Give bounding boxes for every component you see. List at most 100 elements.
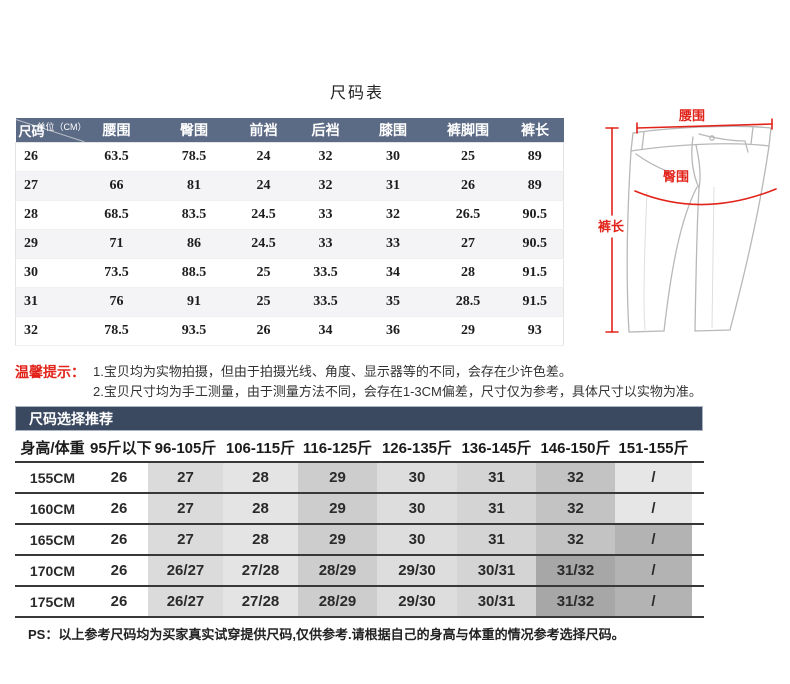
cell: 90.5 xyxy=(506,200,564,230)
cell: 86 xyxy=(155,229,233,259)
cell: 32 xyxy=(15,316,78,346)
column-header-weight-6: 136-145斤 xyxy=(461,439,532,457)
cell: 28 xyxy=(223,492,298,524)
cell: 32 xyxy=(536,523,615,555)
column-header-weight-7: 146-150斤 xyxy=(540,439,611,457)
column-header-weight-1: 95斤以下 xyxy=(90,439,152,457)
cell: 78.5 xyxy=(155,142,233,172)
cell: 26 xyxy=(429,171,507,201)
pants-diagram-icon: 腰围 臀围 裤长 xyxy=(597,108,777,333)
column-header-height-weight: 身高/体重 xyxy=(20,439,85,457)
cell: 24.5 xyxy=(232,200,295,230)
cell: 36 xyxy=(356,316,430,346)
cell: 26 xyxy=(15,142,78,172)
recommend-header-row: 身高/体重 95斤以下 96-105斤 106-115斤 116-125斤 12… xyxy=(15,433,704,462)
recommend-row-170: 170CM 26 26/27 27/28 28/29 29/30 30/31 3… xyxy=(15,554,704,586)
cell: 26/27 xyxy=(148,554,223,586)
cell: 27/28 xyxy=(223,554,298,586)
column-header-knee: 膝围 xyxy=(356,118,430,143)
cell: / xyxy=(615,554,692,586)
cell: 29 xyxy=(429,316,507,346)
cell: 29 xyxy=(298,461,377,493)
cell: 90.5 xyxy=(506,229,564,259)
cell: 93.5 xyxy=(155,316,233,346)
recommend-row-165: 165CM 26 27 28 29 30 31 32 / xyxy=(15,523,704,555)
cell: 33.5 xyxy=(294,258,357,288)
cell: 76 xyxy=(77,287,156,317)
cell: 30/31 xyxy=(457,554,536,586)
column-header-weight-8: 151-155斤 xyxy=(618,439,689,457)
table-row: 28 68.5 83.5 24.5 33 32 26.5 90.5 xyxy=(15,200,564,230)
column-header-back-rise: 后裆 xyxy=(294,118,357,143)
cell: 26 xyxy=(90,523,148,555)
waist-measure-label: 腰围 xyxy=(678,108,705,123)
cell: 27 xyxy=(148,523,223,555)
cell: 28 xyxy=(223,461,298,493)
cell: 29/30 xyxy=(377,554,457,586)
cell: 73.5 xyxy=(77,258,156,288)
cell: 160CM xyxy=(15,492,90,524)
cell: 32 xyxy=(294,142,357,172)
cell: 25 xyxy=(429,142,507,172)
cell: 31/32 xyxy=(536,554,615,586)
column-header-weight-5: 126-135斤 xyxy=(381,439,453,457)
cell: 31 xyxy=(457,461,536,493)
cell: 31 xyxy=(457,492,536,524)
cell: 28 xyxy=(15,200,78,230)
column-header-waist: 腰围 xyxy=(77,118,156,143)
cell: 88.5 xyxy=(155,258,233,288)
column-header-length: 裤长 xyxy=(506,118,564,143)
cell: / xyxy=(615,523,692,555)
table-row: 27 66 81 24 32 31 26 89 xyxy=(15,171,564,201)
cell: 31 xyxy=(356,171,430,201)
cell: 165CM xyxy=(15,523,90,555)
cell: / xyxy=(615,585,692,618)
cell: 26 xyxy=(90,585,148,618)
cell: 31 xyxy=(457,523,536,555)
cell: 26 xyxy=(90,461,148,493)
cell: 29 xyxy=(15,229,78,259)
cell: 30 xyxy=(356,142,430,172)
table-header-row: 单位（CM） 尺码 腰围 臀围 前裆 后裆 膝围 裤脚围 裤长 xyxy=(15,118,564,143)
cell: 83.5 xyxy=(155,200,233,230)
corner-header-cell: 单位（CM） 尺码 xyxy=(15,118,87,143)
cell: 27 xyxy=(15,171,78,201)
cell: 27 xyxy=(148,461,223,493)
cell: 33 xyxy=(294,229,357,259)
cell: 91.5 xyxy=(506,258,564,288)
cell: 81 xyxy=(155,171,233,201)
cell: 63.5 xyxy=(77,142,156,172)
cell: 24.5 xyxy=(232,229,295,259)
cell: 32 xyxy=(536,492,615,524)
column-header-hip: 臀围 xyxy=(155,118,233,143)
cell: 170CM xyxy=(15,554,90,586)
table-row: 32 78.5 93.5 26 34 36 29 93 xyxy=(15,316,564,346)
cell: 34 xyxy=(356,258,430,288)
cell: 25 xyxy=(232,287,295,317)
cell: 28.5 xyxy=(429,287,507,317)
cell: 26/27 xyxy=(148,585,223,618)
cell: 89 xyxy=(506,171,564,201)
warm-tips: 温馨提示： 1.宝贝均为实物拍摄，但由于拍摄光线、角度、显示器等的不同，会存在少… xyxy=(15,362,702,402)
warm-tips-line2: 2.宝贝尺寸均为手工测量，由于测量方法不同，会存在1-3CM偏差，尺寸仅为参考，… xyxy=(93,384,702,399)
table-row: 31 76 91 25 33.5 35 28.5 91.5 xyxy=(15,287,564,317)
cell: 68.5 xyxy=(77,200,156,230)
cell: 26.5 xyxy=(429,200,507,230)
cell: 26 xyxy=(90,492,148,524)
column-header-weight-4: 116-125斤 xyxy=(302,439,373,457)
cell: 32 xyxy=(536,461,615,493)
cell: 31 xyxy=(15,287,78,317)
cell: 28/29 xyxy=(298,585,377,618)
cell: 35 xyxy=(356,287,430,317)
cell: 26 xyxy=(232,316,295,346)
cell: 24 xyxy=(232,142,295,172)
cell: 27/28 xyxy=(223,585,298,618)
cell: 30 xyxy=(377,461,457,493)
cell: 34 xyxy=(294,316,357,346)
recommend-row-175: 175CM 26 26/27 27/28 28/29 29/30 30/31 3… xyxy=(15,585,704,618)
cell: 29/30 xyxy=(377,585,457,618)
cell: 30 xyxy=(377,492,457,524)
cell: 32 xyxy=(356,200,430,230)
cell: 31/32 xyxy=(536,585,615,618)
